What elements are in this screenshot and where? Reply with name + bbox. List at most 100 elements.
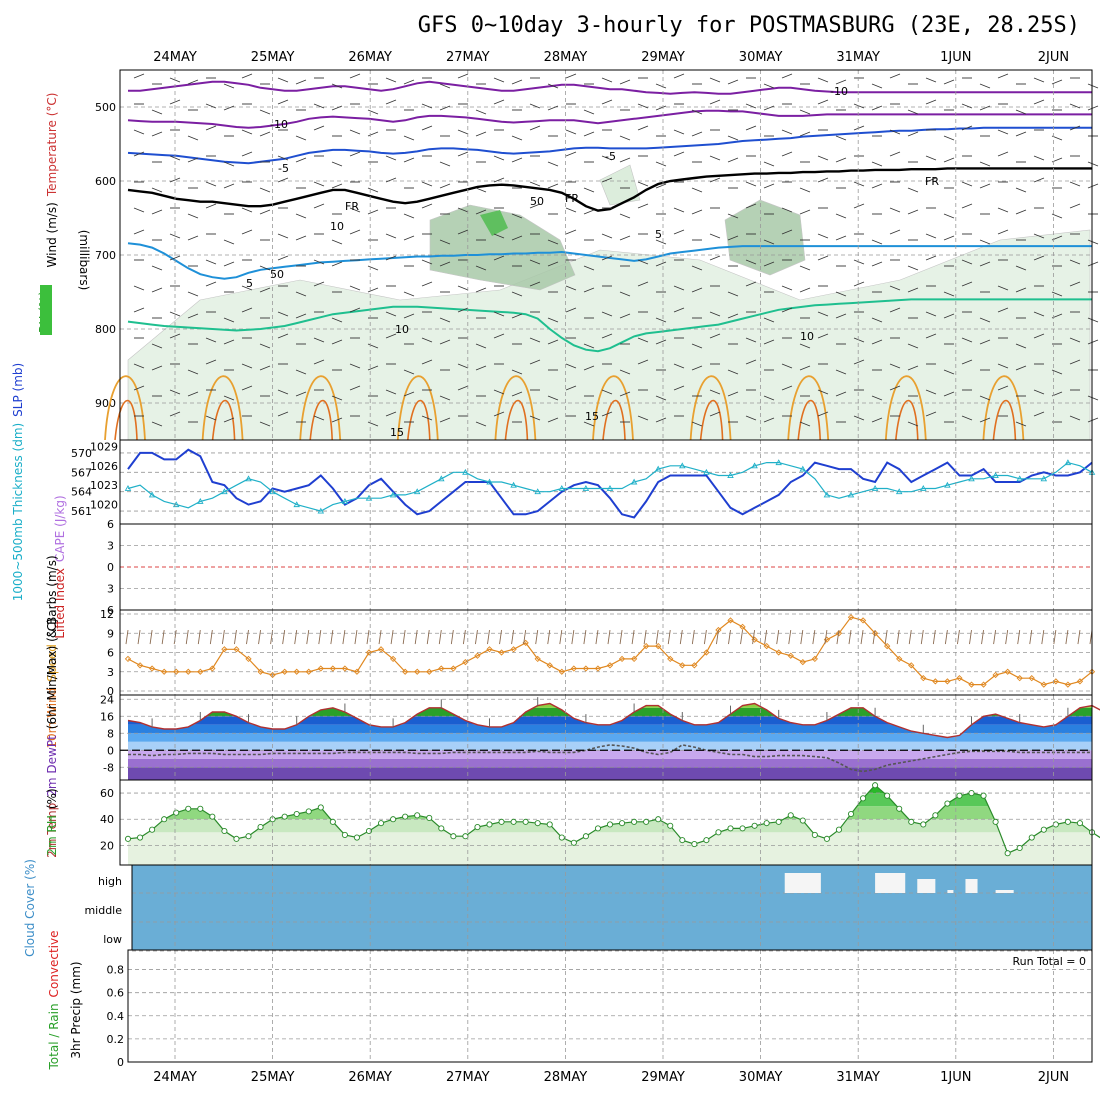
- wind-barb: [601, 233, 613, 239]
- wind-barb: [763, 261, 775, 267]
- wind-barb: [493, 255, 505, 261]
- ytick-rh: 20: [100, 839, 114, 852]
- wind-barb: [817, 255, 829, 261]
- ytick-temp: -8: [103, 761, 114, 774]
- date-label-bottom: 31MAY: [836, 1070, 880, 1085]
- wind-speed-point: [257, 668, 264, 675]
- wind-barb: [1087, 83, 1099, 89]
- wind-barb: [889, 363, 901, 369]
- wind-barb: [835, 369, 847, 375]
- rh-line: [127, 784, 1100, 854]
- wind-speed-point: [534, 655, 541, 663]
- wind-barb: [493, 77, 505, 83]
- wind-barb: [637, 103, 649, 109]
- wind-barb: [277, 177, 289, 183]
- isotherm-warm: [211, 399, 236, 441]
- ytick-wind: 6: [107, 647, 114, 660]
- rh-ylabel-part: (%): [45, 788, 59, 809]
- temp-band: [128, 741, 1092, 751]
- wind-barb: [993, 629, 997, 645]
- thickness-ylabel: 1000~500mb Thickness (dm) SLP (mb): [11, 363, 25, 601]
- wind-barb: [884, 629, 888, 645]
- wind-barb: [354, 629, 358, 645]
- wind-barb: [475, 131, 487, 137]
- isotherm-warm: [689, 375, 732, 441]
- wind-barb: [295, 157, 307, 163]
- wind-barb: [925, 233, 937, 239]
- ytick-temp: 24: [100, 693, 114, 706]
- wind-barb: [475, 187, 487, 193]
- precip-ylabel-part: Total / Rain: [47, 1003, 61, 1070]
- wind-barb: [709, 233, 721, 239]
- wind-barb: [1015, 187, 1027, 193]
- wind-barb: [799, 109, 811, 115]
- rh-point: [619, 820, 626, 827]
- rh-point: [209, 813, 216, 820]
- wind-barb: [655, 629, 659, 645]
- cloud-ylabel: Cloud Cover (%): [23, 859, 37, 957]
- thickness-point: [510, 481, 517, 488]
- wind-barb: [691, 629, 695, 645]
- wind-barb: [637, 125, 649, 131]
- wind-barb: [943, 135, 955, 141]
- wind-barb: [1033, 155, 1045, 161]
- rh-point: [872, 782, 879, 789]
- wind-barb: [421, 125, 433, 131]
- wind-barb: [421, 337, 433, 343]
- date-label-top: 1JUN: [940, 50, 971, 65]
- wind-barb: [403, 235, 415, 241]
- wind-barb: [313, 203, 325, 209]
- precip-panel: 0.8 0.6 0.4 0.2 0 Run Total = 0 Total / Rain Co…: [47, 930, 1093, 1071]
- wind-barb: [457, 385, 469, 391]
- rh-point: [365, 827, 373, 835]
- wind-barb: [565, 385, 577, 391]
- wind-barb: [277, 155, 289, 161]
- rh-point: [787, 812, 794, 819]
- wind-barb: [943, 235, 955, 241]
- wind-barb: [583, 287, 595, 293]
- wind-barb: [438, 629, 442, 645]
- isotherm-warm: [992, 399, 1017, 441]
- rh2m-panel: 60 40 20 2m RH (%): [45, 779, 1100, 866]
- wind-barb: [421, 359, 433, 365]
- wind-barb: [565, 207, 577, 213]
- wind-barb: [367, 109, 379, 115]
- wind-barb: [961, 337, 973, 343]
- ytick-upper: 800: [95, 323, 116, 336]
- wind-barb: [457, 285, 469, 291]
- wind-barb: [871, 183, 883, 189]
- wind-speed-point: [462, 658, 469, 666]
- isotherm-line: [127, 167, 1092, 212]
- wind-barb: [457, 307, 469, 313]
- wind-speed-point: [956, 675, 963, 682]
- isotherm-line: [127, 109, 1092, 129]
- wind-barb: [565, 151, 577, 157]
- isotherm-warm: [895, 399, 919, 441]
- rh-point: [149, 826, 156, 833]
- wind-barb: [259, 265, 271, 271]
- wind-barb: [331, 395, 343, 401]
- wind-barb: [925, 99, 937, 105]
- wind-barb: [439, 261, 451, 267]
- wind-barb: [403, 313, 415, 319]
- wind-barb: [673, 307, 685, 313]
- wind-barb: [908, 629, 912, 645]
- wind-speed-point: [896, 655, 903, 663]
- wind-barb: [601, 99, 613, 105]
- wind-barb: [673, 207, 685, 213]
- wind-barb: [187, 79, 199, 85]
- date-label-top: 29MAY: [641, 50, 685, 65]
- rh-point: [594, 825, 602, 832]
- rh-legend-swatch: [40, 285, 52, 335]
- wind-barb: [547, 417, 559, 423]
- panel-frame: [127, 949, 1093, 1063]
- wind-barb: [961, 359, 973, 365]
- wind-barb: [1015, 109, 1027, 115]
- wind-speed-point: [968, 681, 975, 688]
- date-label-bottom: 2JUN: [1038, 1070, 1069, 1085]
- rh-point: [980, 792, 987, 799]
- wind-barb: [385, 255, 397, 261]
- wind-speed-point: [558, 668, 565, 675]
- temp-band: [128, 724, 1092, 734]
- wind-barb: [133, 385, 145, 391]
